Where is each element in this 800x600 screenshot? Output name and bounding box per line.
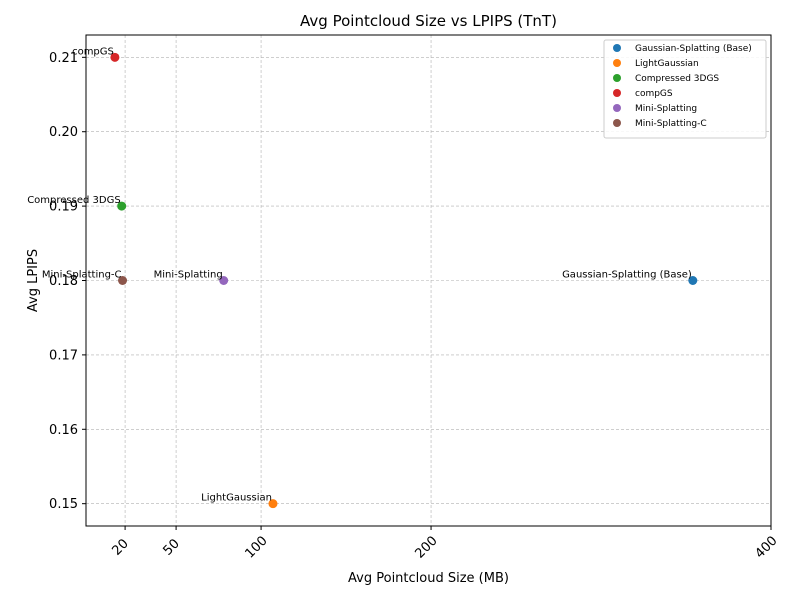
legend-marker	[613, 119, 621, 127]
legend-entry: Gaussian-Splatting (Base)	[635, 44, 752, 54]
data-point	[117, 201, 127, 211]
y-tick-label: 0.15	[49, 497, 78, 512]
data-point-label: Gaussian-Splatting (Base)	[562, 270, 692, 281]
chart-title: Avg Pointcloud Size vs LPIPS (TnT)	[300, 12, 557, 30]
legend-entry: Mini-Splatting	[635, 104, 697, 114]
legend-marker	[613, 89, 621, 97]
data-point	[110, 52, 120, 62]
point-labels: Gaussian-Splatting (Base) LightGaussian Co…	[27, 46, 692, 503]
y-tick-label: 0.18	[49, 274, 78, 289]
data-point	[118, 276, 128, 285]
legend-marker	[613, 104, 621, 112]
legend-marker	[613, 74, 621, 82]
y-tick-label: 0.21	[49, 51, 78, 66]
x-axis-label: Avg Pointcloud Size (MB)	[348, 571, 509, 586]
y-tick-label: 0.20	[49, 125, 78, 140]
data-point-label: Compressed 3DGS	[27, 195, 121, 206]
legend-entry: LightGaussian	[635, 59, 699, 69]
legend-entry: compGS	[635, 89, 673, 99]
y-tick-label: 0.19	[49, 200, 78, 215]
legend-entry: Mini-Splatting-C	[635, 119, 707, 129]
y-axis-ticks: 0.15 0.16 0.17 0.18 0.19 0.20 0.21	[49, 51, 86, 512]
legend-marker	[613, 59, 621, 67]
legend-box	[603, 39, 767, 139]
legend-entry: Compressed 3DGS	[635, 74, 719, 84]
legend-marker	[613, 44, 621, 52]
y-tick-label: 0.17	[49, 348, 78, 363]
y-tick-label: 0.16	[49, 423, 78, 438]
data-points	[110, 52, 698, 509]
data-point-label: Mini-Splatting-C	[42, 270, 122, 281]
legend: Gaussian-Splatting (Base) LightGaussian Co…	[603, 39, 767, 139]
y-axis-label: Avg LPIPS	[26, 249, 41, 312]
data-point	[219, 276, 229, 285]
data-point	[688, 276, 698, 285]
data-point-label: Mini-Splatting	[154, 270, 223, 281]
data-point-label: LightGaussian	[201, 493, 272, 504]
data-point-label: compGS	[72, 46, 114, 57]
data-point	[268, 499, 278, 509]
